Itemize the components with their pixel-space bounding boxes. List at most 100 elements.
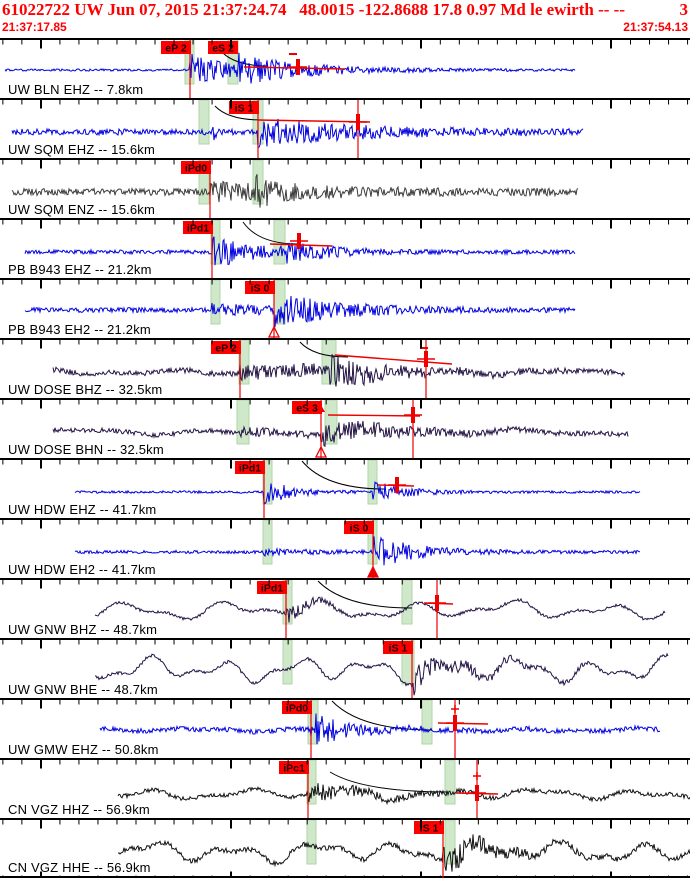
trace-plot: iPd1: [2, 220, 689, 278]
waveform: [4, 52, 576, 84]
arrival-window-band: [238, 340, 250, 385]
pick-flag-box: [245, 281, 275, 294]
arrival-window-band: [444, 760, 456, 805]
amplitude-cross-marker[interactable]: [289, 59, 307, 75]
time-ruler-ticks: [2, 280, 689, 289]
amplitude-cross-marker[interactable]: [388, 477, 406, 493]
pick-flag-label: iPd0: [286, 703, 308, 715]
pick-flag-label: iPd1: [261, 583, 283, 595]
coda-decay-curve: [331, 700, 433, 731]
pick-flag[interactable]: eP 2: [211, 341, 241, 355]
amplitude-cross-marker[interactable]: [428, 595, 446, 611]
trace-plot: iS 1: [2, 100, 689, 158]
time-range-line: 21:37:17.85 21:37:54.13: [2, 20, 688, 36]
event-summary: 61022722 UW Jun 07, 2015 21:37:24.74 48.…: [2, 0, 625, 19]
pick-flag-label: eS 2: [212, 43, 234, 55]
pick-flag[interactable]: iPd1: [257, 581, 287, 595]
coda-decay-curve: [329, 771, 449, 793]
trace-plot: iPd1: [2, 580, 689, 638]
pick-flag[interactable]: iPd0: [282, 701, 312, 715]
amplitude-cross-marker[interactable]: [468, 785, 486, 801]
pick-flag[interactable]: iPc1: [279, 761, 309, 775]
amplitude-cross-marker[interactable]: [349, 114, 367, 130]
trace-row[interactable]: eP 2 UW DOSE BHZ -- 32.5km: [0, 338, 690, 398]
amplitude-cross-marker[interactable]: [404, 407, 422, 423]
pick-flag-label: iPd1: [187, 223, 209, 235]
pick-flag[interactable]: iS 1: [383, 641, 413, 655]
trace-row[interactable]: iS 0 UW HDW EH2 -- 41.7km: [0, 518, 690, 578]
trace-row[interactable]: iS 0 PB B943 EH2 -- 21.2km: [0, 278, 690, 338]
pick-flag[interactable]: iS 0: [344, 521, 374, 535]
trace-plot: iS 0: [2, 520, 689, 578]
time-ruler-ticks: [2, 580, 689, 589]
trace-row[interactable]: iS 1 UW SQM EHZ -- 15.6km: [0, 98, 690, 158]
trace-row[interactable]: iPd1 UW HDW EHZ -- 41.7km: [0, 458, 690, 518]
pick-flag[interactable]: iS 1: [414, 821, 444, 835]
pick-flag[interactable]: iPd1: [235, 461, 265, 475]
pick-flag-label: iS 0: [350, 523, 369, 535]
amplitude-cross-marker[interactable]: [417, 351, 435, 367]
amplitude-cross-marker[interactable]: [290, 233, 308, 249]
pick-flag-box: [292, 401, 322, 414]
trace-row[interactable]: eP 2 eS 2 UW BLN EHZ -- 7.8km: [0, 38, 690, 98]
coda-decay-curve: [317, 580, 413, 609]
time-ruler-ticks: [2, 760, 689, 769]
arrival-window-band: [306, 820, 317, 865]
trace-label: UW HDW EHZ -- 41.7km: [8, 502, 157, 517]
event-title-line: 61022722 UW Jun 07, 2015 21:37:24.74 48.…: [2, 0, 688, 21]
trace-plot: iPc1: [2, 760, 690, 818]
trace-plot: iS 0: [2, 280, 689, 338]
time-ruler-ticks: [2, 220, 689, 229]
trace-label: UW GMW EHZ -- 50.8km: [8, 742, 159, 757]
pick-flag[interactable]: eS 3: [292, 401, 322, 415]
arrival-window-band: [210, 280, 221, 325]
coda-decay-curve: [214, 105, 263, 121]
arrival-window-band: [262, 520, 273, 565]
arrival-window-band: [252, 160, 264, 205]
pick-flag-label: iS 1: [389, 643, 408, 655]
pick-flag-box: [229, 101, 259, 114]
pick-triangle: [267, 325, 281, 338]
waveform: [52, 420, 629, 447]
pick-flag-label: eS 3: [296, 403, 318, 415]
arrival-window-band: [282, 640, 293, 685]
trace-row[interactable]: iPc1 CN VGZ HHZ -- 56.9km: [0, 758, 690, 818]
trace-row[interactable]: iPd1 PB B943 EHZ -- 21.2km: [0, 218, 690, 278]
time-ruler-ticks: [2, 400, 689, 409]
trace-label: PB B943 EHZ -- 21.2km: [8, 262, 152, 277]
pick-triangle: [366, 565, 380, 578]
trace-row[interactable]: eS 3 UW DOSE BHN -- 32.5km: [0, 398, 690, 458]
time-ruler-ticks: [2, 460, 689, 469]
trace-row[interactable]: iS 1 UW GNW BHE -- 48.7km: [0, 638, 690, 698]
pick-flag-label: iS 0: [251, 283, 270, 295]
amplitude-cross-marker[interactable]: [446, 715, 464, 731]
coda-duration-line: [334, 354, 453, 365]
pick-flag[interactable]: eP 2: [161, 41, 191, 55]
arrival-window-band: [198, 160, 210, 205]
pick-flag[interactable]: iS 0: [245, 281, 275, 295]
waveform: [11, 174, 579, 208]
pick-flag-box: [161, 41, 191, 54]
coda-duration-line: [327, 414, 421, 417]
pick-flag-label: iS 1: [420, 823, 439, 835]
waveform: [74, 480, 641, 505]
trace-row[interactable]: iPd0 UW SQM ENZ -- 15.6km: [0, 158, 690, 218]
pick-flag[interactable]: iPd0: [181, 161, 211, 175]
trace-label: UW GNW BHE -- 48.7km: [8, 682, 158, 697]
plus-marker: [473, 772, 481, 780]
waveform: [117, 783, 690, 806]
waveform: [24, 236, 576, 266]
trace-row[interactable]: iPd1 UW GNW BHZ -- 48.7km: [0, 578, 690, 638]
trace-label: UW SQM EHZ -- 15.6km: [8, 142, 156, 157]
arrival-window-band: [282, 580, 293, 625]
pick-flag[interactable]: iS 1: [229, 101, 259, 115]
trace-plot: eP 2: [2, 340, 689, 398]
trace-row[interactable]: iS 1 CN VGZ HHE -- 56.9km: [0, 818, 690, 878]
trace-plot: iS 1: [2, 820, 690, 878]
waveform: [11, 118, 584, 149]
arrival-window-band: [198, 100, 210, 145]
pick-flag[interactable]: iPd1: [183, 221, 213, 235]
trace-label: UW DOSE BHZ -- 32.5km: [8, 382, 163, 397]
trace-row[interactable]: iPd0 UW GMW EHZ -- 50.8km: [0, 698, 690, 758]
